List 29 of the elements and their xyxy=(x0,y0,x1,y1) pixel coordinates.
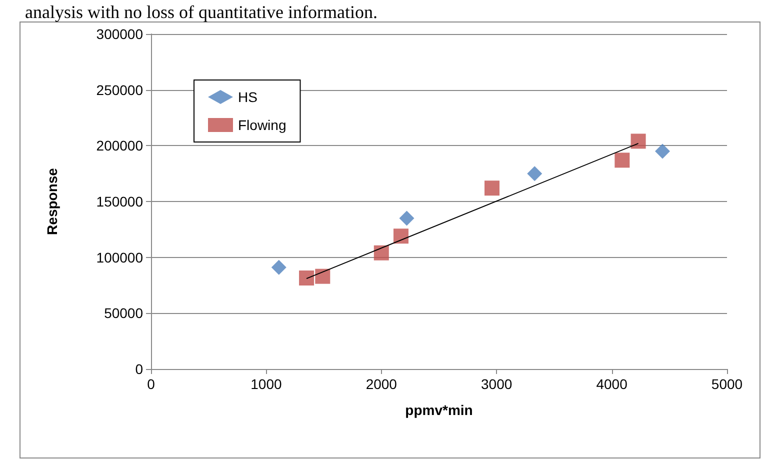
point xyxy=(299,270,314,286)
x-tick-label: 4000 xyxy=(596,376,628,392)
x-tick-label: 1000 xyxy=(250,376,282,392)
point xyxy=(484,180,500,196)
x-tick-label: 2000 xyxy=(366,376,398,392)
x-tick-label: 5000 xyxy=(711,376,743,392)
point xyxy=(399,210,414,226)
point xyxy=(393,228,408,244)
y-tick-label: 100000 xyxy=(96,249,144,266)
y-axis-title: Response xyxy=(44,168,60,235)
text: analysis with no loss of quantitative information. xyxy=(25,2,378,22)
x-tick-label: 3000 xyxy=(481,376,512,392)
point xyxy=(654,144,670,159)
point xyxy=(527,166,542,182)
legend-label: Flowing xyxy=(238,117,286,133)
y-tick-label: 200000 xyxy=(96,138,144,154)
legend-label: HS xyxy=(238,89,258,105)
y-tick-label: 150000 xyxy=(96,194,144,210)
x-axis-title: ppmv*min xyxy=(405,402,473,418)
point xyxy=(374,245,389,260)
point xyxy=(271,260,286,275)
point xyxy=(315,268,330,284)
y-tick-label: 300000 xyxy=(96,26,144,42)
y-tick-label: 0 xyxy=(135,361,144,377)
y-tick-label: 50000 xyxy=(104,305,144,322)
y-tick-label: 250000 xyxy=(96,82,144,98)
point xyxy=(614,152,630,168)
x-tick-label: 0 xyxy=(147,376,156,392)
point xyxy=(630,134,646,149)
